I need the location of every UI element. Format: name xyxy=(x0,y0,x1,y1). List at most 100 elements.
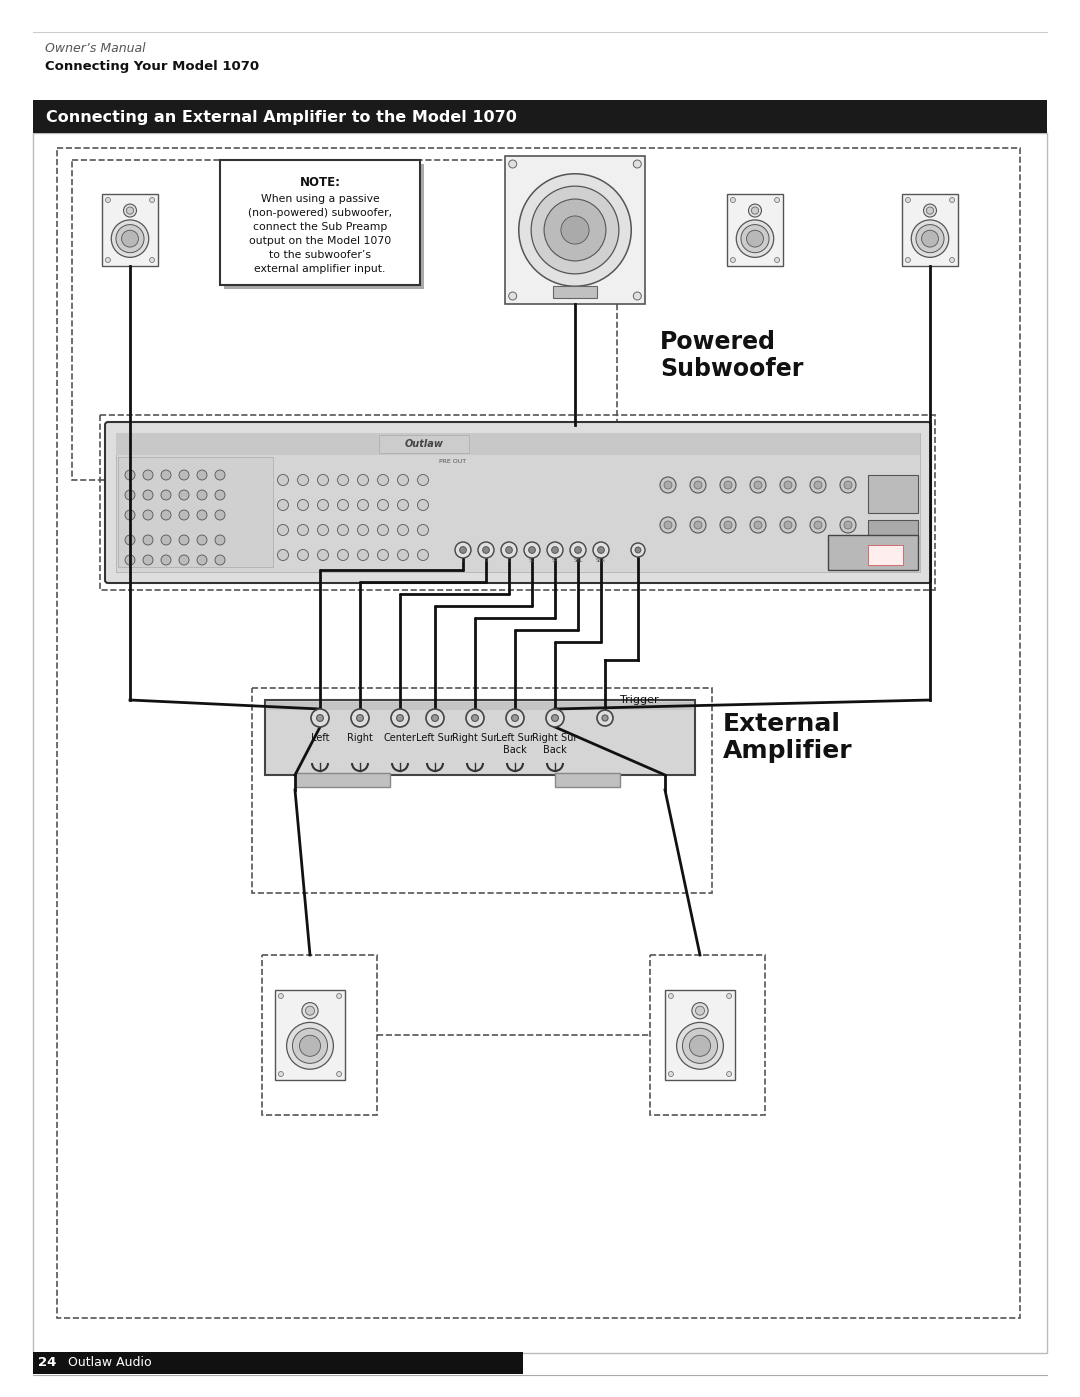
Bar xyxy=(262,956,377,1115)
Circle shape xyxy=(727,1071,731,1077)
Circle shape xyxy=(126,207,134,214)
Bar xyxy=(727,194,783,265)
Bar xyxy=(650,956,765,1115)
Text: External
Amplifier: External Amplifier xyxy=(723,712,852,763)
Circle shape xyxy=(297,500,309,510)
Circle shape xyxy=(378,500,389,510)
Circle shape xyxy=(397,475,408,486)
Circle shape xyxy=(509,292,516,300)
Circle shape xyxy=(724,481,732,489)
Text: SR: SR xyxy=(552,557,558,563)
Circle shape xyxy=(720,476,735,493)
Circle shape xyxy=(286,1023,334,1069)
Circle shape xyxy=(561,217,589,244)
Bar xyxy=(265,700,696,775)
Text: Right Sur: Right Sur xyxy=(453,733,498,743)
Circle shape xyxy=(418,524,429,535)
Circle shape xyxy=(337,524,349,535)
Circle shape xyxy=(737,219,773,257)
Circle shape xyxy=(528,546,536,553)
Circle shape xyxy=(426,710,444,726)
Circle shape xyxy=(810,517,826,534)
Circle shape xyxy=(161,535,171,545)
Bar xyxy=(828,535,918,570)
Circle shape xyxy=(318,475,328,486)
Circle shape xyxy=(197,535,207,545)
Circle shape xyxy=(397,524,408,535)
Circle shape xyxy=(179,510,189,520)
Circle shape xyxy=(780,517,796,534)
Circle shape xyxy=(337,993,341,999)
Circle shape xyxy=(696,1006,704,1016)
Circle shape xyxy=(378,475,389,486)
Circle shape xyxy=(215,490,225,500)
Circle shape xyxy=(840,476,856,493)
Circle shape xyxy=(597,710,613,726)
Circle shape xyxy=(784,481,792,489)
Circle shape xyxy=(356,715,363,721)
Text: L: L xyxy=(461,557,464,563)
Circle shape xyxy=(161,555,171,564)
Circle shape xyxy=(927,207,933,214)
Bar xyxy=(379,434,469,453)
Circle shape xyxy=(397,549,408,560)
Circle shape xyxy=(635,548,640,553)
Circle shape xyxy=(357,524,368,535)
Circle shape xyxy=(357,475,368,486)
Circle shape xyxy=(161,510,171,520)
Circle shape xyxy=(125,510,135,520)
Bar xyxy=(116,433,920,455)
Bar xyxy=(116,433,920,571)
Bar xyxy=(553,286,597,298)
Circle shape xyxy=(125,490,135,500)
Circle shape xyxy=(387,207,393,214)
Circle shape xyxy=(418,549,429,560)
Circle shape xyxy=(455,542,471,557)
Circle shape xyxy=(921,231,939,247)
Circle shape xyxy=(905,197,910,203)
Bar xyxy=(220,161,420,285)
Bar xyxy=(57,148,1020,1317)
Circle shape xyxy=(409,257,415,263)
Circle shape xyxy=(754,521,762,529)
Circle shape xyxy=(318,500,328,510)
Circle shape xyxy=(125,555,135,564)
Circle shape xyxy=(660,517,676,534)
Circle shape xyxy=(483,546,489,553)
Circle shape xyxy=(143,490,153,500)
Circle shape xyxy=(337,549,349,560)
Text: Left Sur: Left Sur xyxy=(416,733,454,743)
Circle shape xyxy=(552,715,558,721)
Circle shape xyxy=(784,521,792,529)
Circle shape xyxy=(750,476,766,493)
Circle shape xyxy=(472,715,478,721)
Circle shape xyxy=(197,469,207,481)
Text: Outlaw: Outlaw xyxy=(404,439,443,448)
Circle shape xyxy=(741,225,769,253)
Circle shape xyxy=(409,197,415,203)
Bar xyxy=(362,194,418,265)
Circle shape xyxy=(357,549,368,560)
Bar xyxy=(868,545,903,564)
Circle shape xyxy=(694,481,702,489)
Circle shape xyxy=(197,490,207,500)
Circle shape xyxy=(509,161,516,168)
Circle shape xyxy=(215,535,225,545)
Circle shape xyxy=(505,546,512,553)
Bar xyxy=(295,773,390,787)
Circle shape xyxy=(690,517,706,534)
Bar xyxy=(118,457,273,567)
Circle shape xyxy=(501,542,517,557)
Circle shape xyxy=(279,993,283,999)
Circle shape xyxy=(720,517,735,534)
Circle shape xyxy=(748,204,761,217)
Circle shape xyxy=(843,481,852,489)
Circle shape xyxy=(774,197,780,203)
Circle shape xyxy=(179,535,189,545)
Circle shape xyxy=(337,475,349,486)
Circle shape xyxy=(631,543,645,557)
Circle shape xyxy=(143,535,153,545)
Bar xyxy=(252,687,712,893)
Circle shape xyxy=(306,1006,314,1016)
Circle shape xyxy=(125,535,135,545)
